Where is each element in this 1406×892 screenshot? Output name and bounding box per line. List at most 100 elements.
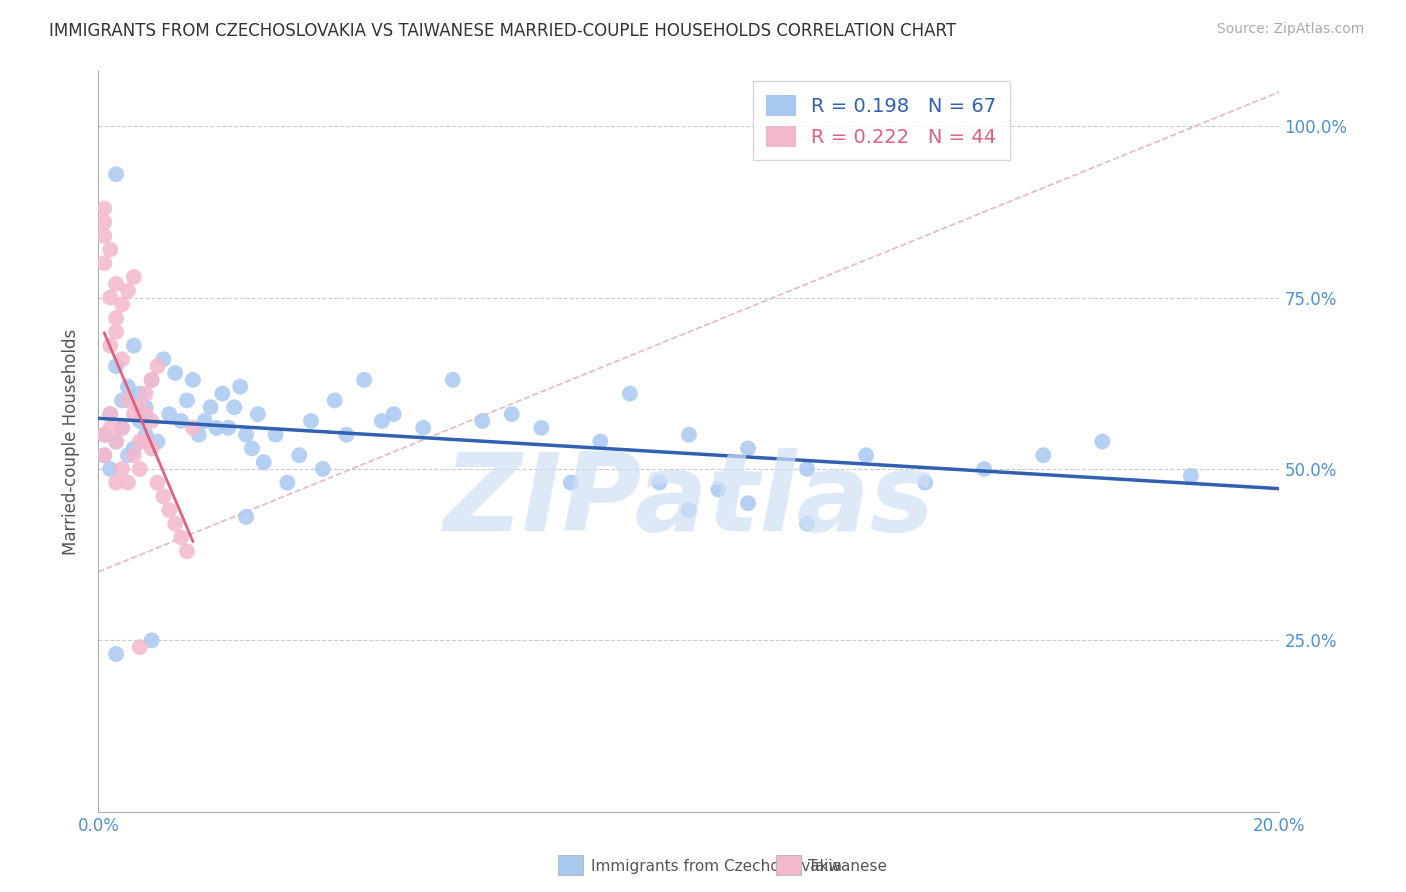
Point xyxy=(157,503,180,517)
Point xyxy=(105,434,128,449)
Point xyxy=(105,325,128,339)
Point xyxy=(93,256,115,270)
Point xyxy=(501,407,523,421)
Point xyxy=(335,427,357,442)
Point xyxy=(105,359,128,373)
Point xyxy=(253,455,276,469)
Point xyxy=(122,442,145,456)
Legend: R = 0.198   N = 67, R = 0.222   N = 44: R = 0.198 N = 67, R = 0.222 N = 44 xyxy=(752,81,1010,161)
Point xyxy=(235,510,257,524)
Point xyxy=(98,462,121,476)
Point xyxy=(157,407,180,421)
Text: IMMIGRANTS FROM CZECHOSLOVAKIA VS TAIWANESE MARRIED-COUPLE HOUSEHOLDS CORRELATIO: IMMIGRANTS FROM CZECHOSLOVAKIA VS TAIWAN… xyxy=(49,22,956,40)
Point xyxy=(128,462,150,476)
Point xyxy=(246,407,269,421)
Point xyxy=(98,407,121,421)
Point xyxy=(1032,448,1054,462)
Point xyxy=(224,401,246,415)
Point xyxy=(353,373,375,387)
Point xyxy=(98,243,121,257)
Point xyxy=(117,284,139,298)
Point xyxy=(111,421,134,435)
Point xyxy=(299,414,322,428)
Point xyxy=(146,475,169,490)
Point xyxy=(205,421,228,435)
Point xyxy=(93,228,115,243)
Point xyxy=(471,414,494,428)
Point xyxy=(105,434,128,449)
Y-axis label: Married-couple Households: Married-couple Households xyxy=(62,328,80,555)
Point xyxy=(128,414,150,428)
Point xyxy=(117,393,139,408)
Point xyxy=(135,407,157,421)
Point xyxy=(146,434,169,449)
Point xyxy=(111,297,134,311)
Point xyxy=(312,462,335,476)
Point xyxy=(707,483,730,497)
Point xyxy=(276,475,298,490)
Point xyxy=(855,448,877,462)
Point xyxy=(135,434,157,449)
Point xyxy=(176,393,198,408)
Point xyxy=(135,427,157,442)
Point xyxy=(98,407,121,421)
Point xyxy=(141,414,163,428)
Point xyxy=(235,427,257,442)
Point xyxy=(93,427,115,442)
Point xyxy=(111,421,134,435)
Point xyxy=(128,434,150,449)
Point xyxy=(200,401,222,415)
Point xyxy=(105,167,128,181)
Point xyxy=(240,442,263,456)
Point xyxy=(264,427,287,442)
Point xyxy=(122,407,145,421)
Point xyxy=(105,647,128,661)
Point xyxy=(93,448,115,462)
Point xyxy=(117,475,139,490)
Point xyxy=(122,270,145,285)
Point xyxy=(1180,468,1202,483)
Text: Source: ZipAtlas.com: Source: ZipAtlas.com xyxy=(1216,22,1364,37)
Point xyxy=(323,393,346,408)
Point xyxy=(170,414,193,428)
Point xyxy=(796,516,818,531)
Point xyxy=(412,421,434,435)
Point xyxy=(111,393,134,408)
Point xyxy=(98,291,121,305)
Point xyxy=(589,434,612,449)
Point xyxy=(128,640,150,655)
Point xyxy=(1091,434,1114,449)
Point xyxy=(194,414,217,428)
Point xyxy=(187,427,209,442)
Point xyxy=(530,421,553,435)
Point xyxy=(152,352,174,367)
Point xyxy=(105,277,128,291)
Point xyxy=(141,373,163,387)
Point xyxy=(382,407,405,421)
Point xyxy=(141,373,163,387)
Point xyxy=(181,421,204,435)
Point xyxy=(105,475,128,490)
Point xyxy=(288,448,311,462)
Point xyxy=(111,352,134,367)
Point xyxy=(105,311,128,326)
Point xyxy=(619,386,641,401)
Point xyxy=(93,202,115,216)
Point xyxy=(165,516,187,531)
Point xyxy=(371,414,394,428)
Text: Immigrants from Czechoslovakia: Immigrants from Czechoslovakia xyxy=(591,859,842,873)
Point xyxy=(93,448,115,462)
Point xyxy=(117,380,139,394)
Point xyxy=(122,448,145,462)
Text: Taiwanese: Taiwanese xyxy=(808,859,887,873)
Point xyxy=(165,366,187,380)
Point xyxy=(796,462,818,476)
Point xyxy=(98,338,121,352)
Point xyxy=(111,462,134,476)
Point xyxy=(441,373,464,387)
Point xyxy=(117,448,139,462)
Text: ZIPatlas: ZIPatlas xyxy=(443,448,935,554)
Point xyxy=(135,386,157,401)
Point xyxy=(93,215,115,229)
Point xyxy=(141,633,163,648)
